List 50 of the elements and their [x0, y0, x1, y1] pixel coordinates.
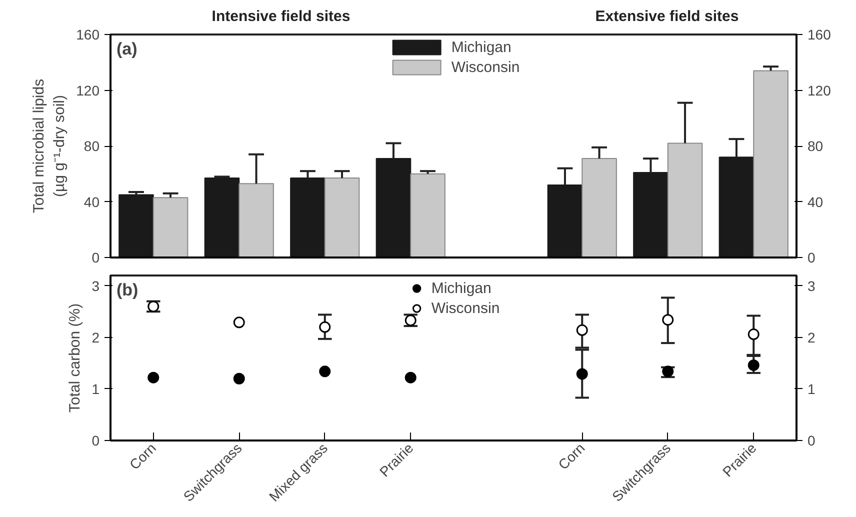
x-tick-label: Corn [555, 440, 588, 473]
bar [152, 197, 188, 258]
point [576, 368, 588, 380]
bar [118, 194, 154, 258]
bar [324, 178, 360, 258]
point [233, 316, 245, 328]
y-tick-label: 1 [92, 380, 100, 397]
y-tick-label: 2 [92, 329, 100, 346]
y2-tick-label: 1 [808, 380, 816, 397]
y-tick-label: 0 [92, 432, 100, 448]
point [404, 372, 416, 384]
point [233, 372, 245, 384]
text: Intensive field sites [212, 7, 350, 27]
y-tick-label: 120 [76, 82, 100, 98]
point [576, 324, 588, 336]
bar [582, 158, 617, 258]
y-tick-label: 3 [92, 278, 100, 294]
y-axis-title: Total carbon (%) [66, 303, 84, 413]
point [148, 372, 160, 384]
point [748, 359, 760, 371]
y2-tick-label: 80 [808, 138, 824, 154]
point [319, 366, 331, 378]
y-tick-label: 160 [76, 26, 100, 42]
y2-tick-label: 160 [808, 26, 832, 42]
point [662, 314, 674, 326]
point [319, 321, 331, 333]
y-tick-label: 40 [84, 194, 100, 210]
y2-tick-label: 0 [808, 250, 816, 266]
chart-title: (b) [116, 280, 138, 300]
y2-tick-label: 120 [808, 82, 832, 98]
legend-label: Wisconsin [431, 300, 500, 316]
y2-tick-label: 3 [808, 278, 816, 294]
chart-title: (a) [116, 40, 138, 58]
y-axis-title: Total microbial lipids (µg g⁻¹-dry soil) [30, 78, 68, 214]
bar [667, 142, 703, 258]
legend-label: Michigan [451, 38, 512, 56]
bar [410, 173, 446, 258]
text: Extensive field sites [595, 7, 739, 27]
legend-label: Michigan [431, 280, 492, 296]
y2-tick-label: 2 [808, 329, 816, 346]
y-tick-label: 80 [84, 138, 100, 154]
bar [753, 70, 788, 258]
y2-tick-label: 40 [808, 194, 824, 210]
point [748, 328, 760, 340]
y-tick-label: 0 [92, 250, 100, 266]
bar [238, 183, 274, 258]
bar [204, 178, 240, 258]
y2-tick-label: 0 [808, 432, 816, 448]
x-tick-label: Corn [126, 440, 160, 473]
legend-label: Wisconsin [451, 58, 520, 76]
